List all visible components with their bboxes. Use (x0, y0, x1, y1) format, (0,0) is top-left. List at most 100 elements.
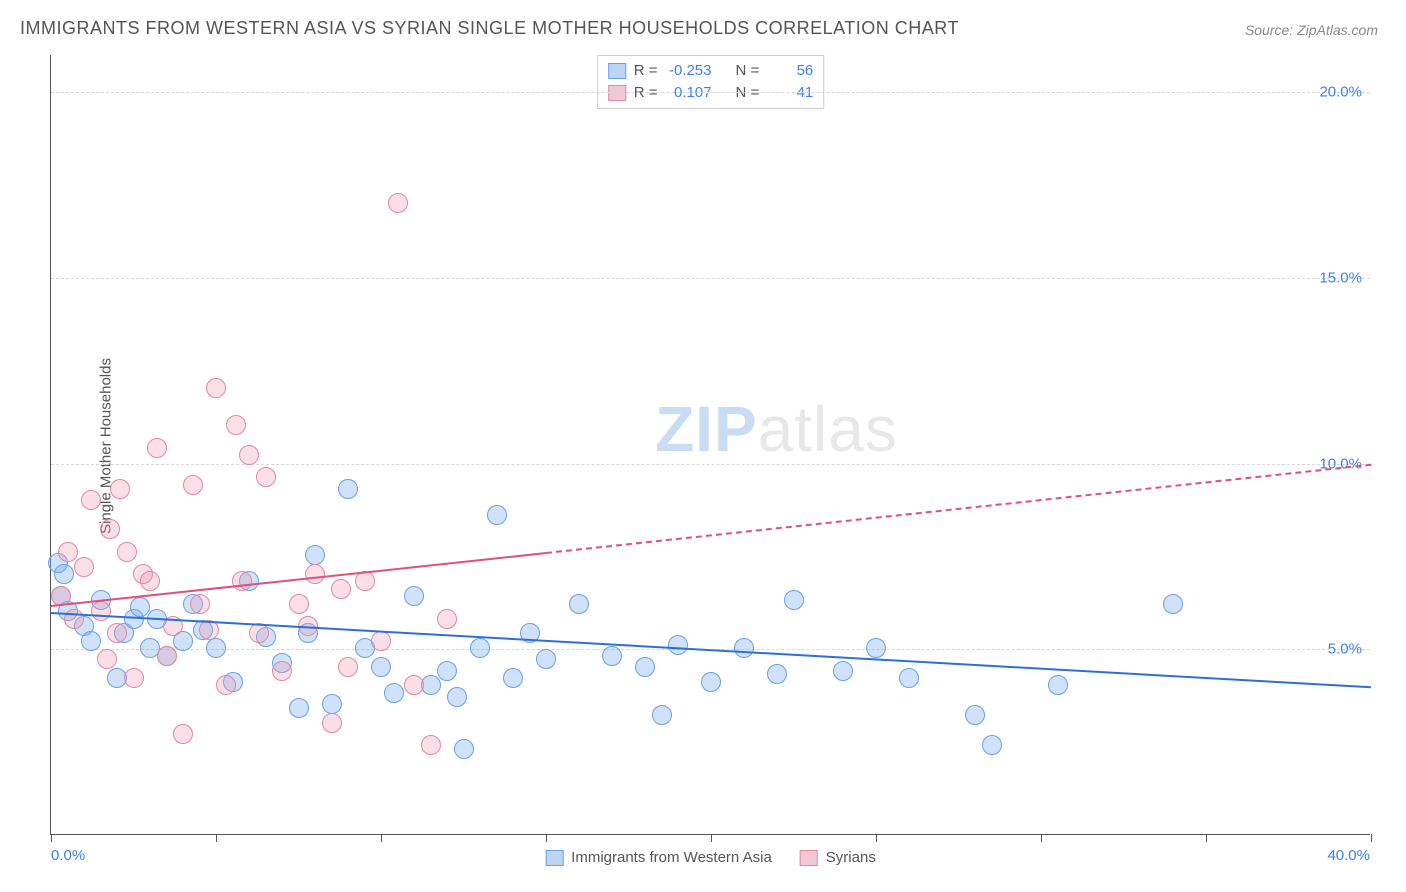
data-point (97, 649, 117, 669)
data-point (117, 542, 137, 562)
x-min-label: 0.0% (51, 847, 85, 864)
x-tick (381, 834, 382, 842)
x-tick (1206, 834, 1207, 842)
data-point (388, 193, 408, 213)
data-point (249, 623, 269, 643)
legend-swatch (545, 850, 563, 866)
data-point (81, 631, 101, 651)
x-max-label: 40.0% (1327, 847, 1370, 864)
data-point (447, 687, 467, 707)
n-value: 56 (767, 60, 813, 82)
data-point (701, 672, 721, 692)
scatter-chart: ZIPatlas R =-0.253N =56R =0.107N =41 Imm… (50, 55, 1370, 835)
data-point (569, 594, 589, 614)
y-tick-label: 15.0% (1319, 269, 1362, 286)
data-point (384, 683, 404, 703)
gridline (51, 278, 1370, 279)
watermark: ZIPatlas (655, 392, 898, 466)
data-point (470, 638, 490, 658)
data-point (239, 445, 259, 465)
data-point (355, 571, 375, 591)
data-point (206, 378, 226, 398)
legend-label: Syrians (826, 849, 876, 866)
data-point (322, 694, 342, 714)
legend-item: Syrians (800, 849, 876, 866)
data-point (371, 631, 391, 651)
data-point (404, 675, 424, 695)
data-point (206, 638, 226, 658)
legend-label: Immigrants from Western Asia (571, 849, 772, 866)
data-point (124, 668, 144, 688)
data-point (64, 609, 84, 629)
data-point (784, 590, 804, 610)
data-point (272, 661, 292, 681)
data-point (866, 638, 886, 658)
r-label: R = (634, 60, 658, 82)
data-point (110, 479, 130, 499)
data-point (256, 467, 276, 487)
data-point (503, 668, 523, 688)
data-point (668, 635, 688, 655)
data-point (421, 735, 441, 755)
x-tick (876, 834, 877, 842)
legend-bottom: Immigrants from Western Asia Syrians (545, 849, 876, 866)
legend-swatch (608, 63, 626, 79)
data-point (322, 713, 342, 733)
data-point (226, 415, 246, 435)
data-point (536, 649, 556, 669)
gridline (51, 92, 1370, 93)
data-point (147, 438, 167, 458)
data-point (487, 505, 507, 525)
n-label: N = (736, 60, 760, 82)
legend-stats-row: R = -0.253 N = 56 (608, 60, 814, 82)
x-tick (51, 834, 52, 842)
data-point (173, 724, 193, 744)
data-point (190, 594, 210, 614)
chart-title: IMMIGRANTS FROM WESTERN ASIA VS SYRIAN S… (20, 18, 959, 39)
watermark-zip: ZIP (655, 393, 758, 465)
data-point (91, 601, 111, 621)
data-point (289, 698, 309, 718)
data-point (305, 564, 325, 584)
data-point (74, 557, 94, 577)
y-tick-label: 20.0% (1319, 84, 1362, 101)
watermark-atlas: atlas (758, 393, 898, 465)
data-point (1048, 675, 1068, 695)
data-point (305, 545, 325, 565)
x-tick (1041, 834, 1042, 842)
data-point (982, 735, 1002, 755)
data-point (81, 490, 101, 510)
data-point (899, 668, 919, 688)
data-point (437, 609, 457, 629)
data-point (1163, 594, 1183, 614)
x-tick (711, 834, 712, 842)
data-point (338, 657, 358, 677)
data-point (635, 657, 655, 677)
data-point (602, 646, 622, 666)
legend-stats-box: R =-0.253N =56R =0.107N =41 (597, 55, 825, 109)
data-point (454, 739, 474, 759)
data-point (404, 586, 424, 606)
r-value: -0.253 (666, 60, 712, 82)
data-point (734, 638, 754, 658)
data-point (100, 519, 120, 539)
x-tick (546, 834, 547, 842)
data-point (331, 579, 351, 599)
data-point (54, 564, 74, 584)
legend-swatch (800, 850, 818, 866)
data-point (833, 661, 853, 681)
legend-item: Immigrants from Western Asia (545, 849, 772, 866)
data-point (216, 675, 236, 695)
data-point (157, 646, 177, 666)
y-tick-label: 5.0% (1328, 641, 1362, 658)
data-point (437, 661, 457, 681)
data-point (107, 623, 127, 643)
trend-line (546, 464, 1371, 554)
x-tick (216, 834, 217, 842)
data-point (767, 664, 787, 684)
data-point (652, 705, 672, 725)
data-point (965, 705, 985, 725)
data-point (371, 657, 391, 677)
data-point (58, 542, 78, 562)
data-point (140, 571, 160, 591)
